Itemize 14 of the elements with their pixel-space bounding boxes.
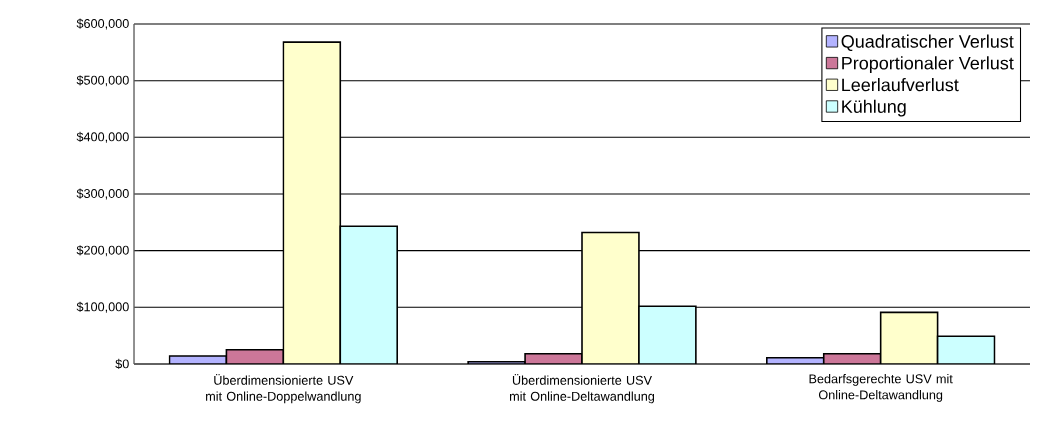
legend-label: Leerlaufverlust — [842, 78, 959, 92]
y-tick-label: $200,000 — [76, 245, 129, 257]
legend-label: Proportionaler Verlust — [842, 56, 1014, 74]
legend-label: Kühlung — [842, 99, 906, 117]
y-tick-label: $300,000 — [76, 188, 129, 200]
x-tick-label: Überdimensionierte USV mit Online-Deltawandlung — [509, 374, 655, 404]
x-tick-label: Überdimensionierte USV mit Online-Doppelwandlung — [206, 374, 361, 404]
y-tick-label: $100,000 — [76, 301, 129, 313]
x-tick-label: Bedarfsgerechte USV mit Online-Deltawandlung — [809, 374, 953, 402]
y-tick-label: $400,000 — [76, 131, 129, 143]
legend-label: Quadratischer Verlust — [841, 34, 1014, 52]
y-tick-label: $0 — [115, 358, 129, 370]
y-tick-label: $600,000 — [76, 18, 129, 30]
y-tick-label: $500,000 — [76, 75, 129, 87]
